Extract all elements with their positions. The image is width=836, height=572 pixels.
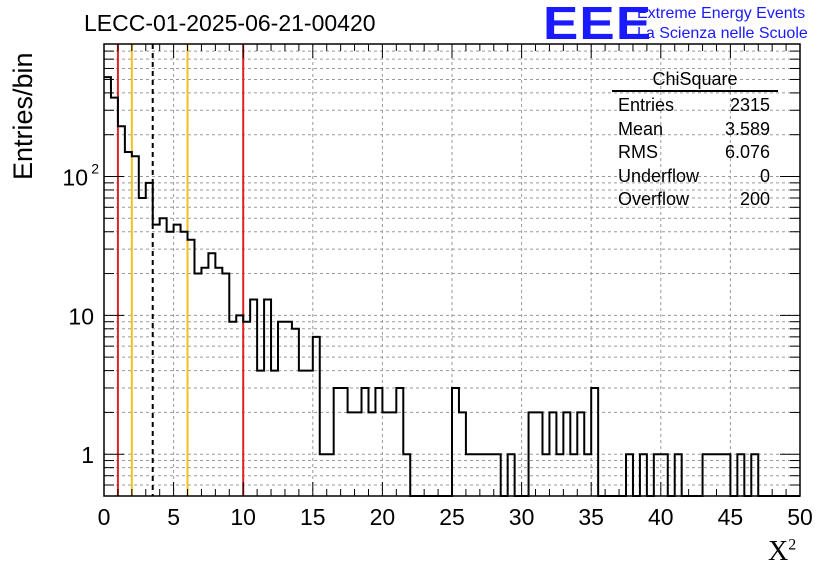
x-axis-label-base: X [768,536,789,567]
histogram-bin [229,322,236,496]
vertical-markers [116,44,245,496]
histogram-bin [362,388,369,496]
y-tick-label: 10 [68,303,94,329]
x-tick-label: 5 [167,504,180,530]
x-tick-label: 25 [439,504,465,530]
histogram-bin [153,225,160,496]
x-tick-label: 50 [787,504,813,530]
stats-row-entries: Entries 2315 [612,94,778,118]
x-tick-label: 15 [300,504,326,530]
histogram-bin [299,371,306,496]
histogram-bin [167,232,174,496]
histogram-bin [375,388,382,496]
histogram-bin [174,225,181,496]
stats-label: RMS [618,142,658,162]
x-axis-label-sup: 2 [788,536,797,554]
x-tick-label: 30 [509,504,535,530]
histogram-bin [285,322,292,496]
stats-row-mean: Mean 3.589 [612,118,778,142]
x-tick-label: 35 [578,504,604,530]
stats-title: ChiSquare [612,68,778,92]
x-tick-label: 40 [648,504,674,530]
stats-label: Underflow [618,165,700,186]
histogram-bin [188,240,195,496]
stats-label: Mean [618,118,664,139]
histogram-bin [104,77,111,496]
x-tick-label: 20 [370,504,396,530]
logo-text: Extreme Energy Events La Scienza nelle S… [637,4,808,44]
chart-title: LECC-01-2025-06-21-00420 [84,10,376,36]
histogram-bin [591,388,598,496]
histogram-bin [194,274,201,496]
x-tick-label: 0 [98,504,111,530]
stats-row-underflow: Underflow 0 [612,165,778,189]
histogram-bin [452,388,459,496]
histogram-bin [222,274,229,496]
histogram-bin [146,183,153,496]
histogram-bin [201,268,208,496]
stats-value: 0 [759,165,770,186]
stats-value: 200 [739,189,770,209]
histogram-bin [257,371,264,496]
histogram-bin [278,322,285,496]
y-tick-label-exp: 2 [91,160,99,176]
x-tick-label: 10 [230,504,256,530]
stats-value: 6.076 [724,142,770,162]
logo-line-2: La Scienza nelle Scuole [637,25,808,42]
y-axis-label: Entries/bin [8,52,38,180]
histogram-bin [236,315,243,496]
histogram-bin [208,253,215,496]
histogram-bin [341,388,348,496]
histogram-bin [243,322,250,496]
stats-row-overflow: Overflow 200 [612,188,778,212]
stats-label: Overflow [618,189,690,209]
y-tick-label: 1 [81,442,94,468]
histogram-bin [306,371,313,496]
histogram-bin [313,337,320,496]
x-axis-label: X2 [768,536,796,568]
histogram-bin [334,388,341,496]
stats-label: Entries [618,95,675,115]
histogram-bin [181,232,188,496]
histogram-bin [118,126,125,496]
histogram-bin [139,198,146,496]
histogram-bin [125,152,132,496]
histogram-bin [111,98,118,496]
y-tick-label: 10 [62,164,88,190]
eee-logo: EEE [543,0,653,49]
logo-line-1: Extreme Energy Events [637,5,806,22]
histogram-bin [396,388,403,496]
x-tick-label: 45 [718,504,744,530]
stats-row-rms: RMS 6.076 [612,141,778,165]
stats-box: ChiSquare Entries 2315 Mean 3.589 RMS 6.076… [612,68,778,212]
stats-value: 2315 [729,95,770,115]
histogram-bin [215,268,222,496]
stats-value: 3.589 [724,118,770,139]
histogram-bin [271,371,278,496]
